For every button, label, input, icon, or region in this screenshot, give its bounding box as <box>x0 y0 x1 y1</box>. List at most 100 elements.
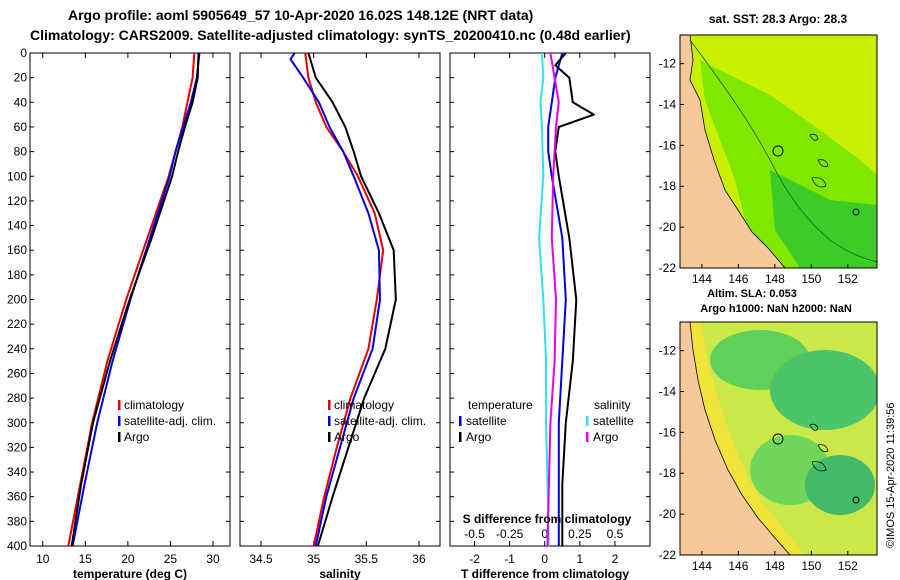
x-tick-label: 2 <box>612 552 619 566</box>
y-tick-label: 400 <box>7 539 27 553</box>
legend-climatology-swatch <box>328 400 331 410</box>
y-tick-label: 180 <box>7 268 27 282</box>
legend-argo-swatch <box>328 432 331 442</box>
temperature-legend: climatology satellite-adj. clim. Argo <box>118 398 216 444</box>
salinity-legend: climatology satellite-adj. clim. Argo <box>328 398 426 444</box>
imos-watermark: ©IMOS 15-Apr-2020 11:39:56 <box>885 403 897 548</box>
sst-bathymetry-contour <box>689 39 877 263</box>
x-tick-label: 0 <box>541 552 548 566</box>
sla-coastal-band <box>690 322 805 555</box>
sst-station-marker <box>852 208 860 216</box>
x-tick-label: 35 <box>307 552 321 566</box>
sst-map-frame <box>679 34 878 269</box>
sla-map-title-2: Argo h1000: NaN h2000: NaN <box>700 303 852 315</box>
y-tick-label: 320 <box>7 440 27 454</box>
y-tick-label: 280 <box>7 391 27 405</box>
sla-map <box>680 322 877 555</box>
s-diff-tick-label: -0.5 <box>464 527 485 541</box>
y-tick-label: 40 <box>14 95 28 109</box>
legend-t-argo-label: Argo <box>466 430 492 444</box>
map-lon-tick-label: 146 <box>728 272 748 286</box>
difference-legend: temperature salinity satellite Argo sate… <box>459 398 634 444</box>
x-tick-label: 20 <box>121 552 135 566</box>
legend-argo-label: Argo <box>124 430 150 444</box>
map-lon-tick-label: 150 <box>801 559 821 573</box>
legend-argo-label: Argo <box>334 430 360 444</box>
series-line-satellite-adj-clim- <box>289 52 381 547</box>
y-tick-label: 380 <box>7 514 27 528</box>
map-lat-tick-label: -22 <box>659 261 677 275</box>
sla-station-marker <box>852 496 860 504</box>
legend-satellite-adj-label: satellite-adj. clim. <box>334 414 426 428</box>
y-tick-label: 240 <box>7 342 27 356</box>
sst-ocean-deepgreen <box>770 170 877 268</box>
y-tick-label: 100 <box>7 169 27 183</box>
sla-map-title-1: Altim. SLA: 0.053 <box>707 288 797 300</box>
legend-satellite-adj-label: satellite-adj. clim. <box>124 414 216 428</box>
sla-coastline <box>689 322 791 555</box>
legend-s-argo-label: Argo <box>593 430 619 444</box>
legend-climatology-label: climatology <box>334 398 394 412</box>
legend-temperature-heading: temperature <box>468 398 533 412</box>
x-tick-label: 30 <box>206 552 220 566</box>
sla-patch-2 <box>770 350 877 430</box>
series-line-argo <box>70 52 200 547</box>
t-difference-x-label: T difference from climatology <box>461 567 629 580</box>
salinity-x-label: salinity <box>319 567 361 580</box>
x-tick-label: 35.5 <box>355 552 379 566</box>
sla-argo-position-marker <box>772 433 784 445</box>
sst-reefs <box>809 133 829 188</box>
map-lon-tick-label: 152 <box>838 272 858 286</box>
map-lon-tick-label: 144 <box>692 272 712 286</box>
y-tick-label: 360 <box>7 490 27 504</box>
legend-argo-swatch <box>118 432 121 442</box>
sst-map <box>680 35 877 268</box>
s-diff-tick-label: 0.25 <box>568 527 592 541</box>
series-line-climatology <box>304 52 385 547</box>
legend-t-satellite-label: satellite <box>466 414 507 428</box>
title-line-1: Argo profile: aoml 5905649_57 10-Apr-202… <box>68 7 534 23</box>
s-difference-x-label: S difference from climatology <box>463 512 632 526</box>
legend-satellite-adj-swatch <box>118 416 121 426</box>
sla-map-frame <box>679 321 878 556</box>
legend-climatology-label: climatology <box>124 398 184 412</box>
series-line-temperature-satellite <box>547 52 567 546</box>
x-tick-label: -2 <box>469 552 480 566</box>
map-lat-tick-label: -20 <box>659 220 677 234</box>
sla-reefs <box>809 423 829 472</box>
x-tick-label: 34.5 <box>249 552 273 566</box>
legend-t-argo-swatch <box>459 432 462 442</box>
sst-map-title: sat. SST: 28.3 Argo: 28.3 <box>709 12 848 26</box>
map-lon-tick-label: 152 <box>838 559 858 573</box>
series-line-argo <box>307 52 397 547</box>
y-tick-label: 220 <box>7 317 27 331</box>
x-tick-label: 25 <box>164 552 178 566</box>
y-tick-label: 120 <box>7 194 27 208</box>
y-tick-label: 80 <box>14 145 28 159</box>
map-lat-tick-label: -18 <box>659 179 677 193</box>
map-lat-tick-label: -12 <box>659 344 677 358</box>
y-tick-label: 300 <box>7 416 27 430</box>
y-tick-label: 340 <box>7 465 27 479</box>
map-lat-tick-label: -14 <box>659 97 677 111</box>
y-tick-label: 0 <box>20 46 27 60</box>
map-lat-tick-label: -16 <box>659 138 677 152</box>
sst-argo-position-marker <box>772 145 784 157</box>
map-lon-tick-label: 148 <box>765 272 785 286</box>
y-tick-label: 140 <box>7 219 27 233</box>
map-lat-tick-label: -14 <box>659 384 677 398</box>
y-tick-label: 20 <box>14 71 28 85</box>
series-line-salinity-argo <box>546 52 560 547</box>
legend-t-satellite-swatch <box>459 416 462 426</box>
legend-salinity-heading: salinity <box>594 398 631 412</box>
legend-satellite-adj-swatch <box>328 416 331 426</box>
map-lon-tick-label: 150 <box>801 272 821 286</box>
y-tick-label: 160 <box>7 243 27 257</box>
s-diff-tick-label: 0.5 <box>607 527 624 541</box>
title-line-2: Climatology: CARS2009. Satellite-adjuste… <box>30 27 631 43</box>
sst-land-australia <box>680 35 786 268</box>
map-lat-tick-label: -20 <box>659 507 677 521</box>
s-diff-tick-label: 0 <box>541 527 548 541</box>
x-tick-label: -1 <box>504 552 515 566</box>
